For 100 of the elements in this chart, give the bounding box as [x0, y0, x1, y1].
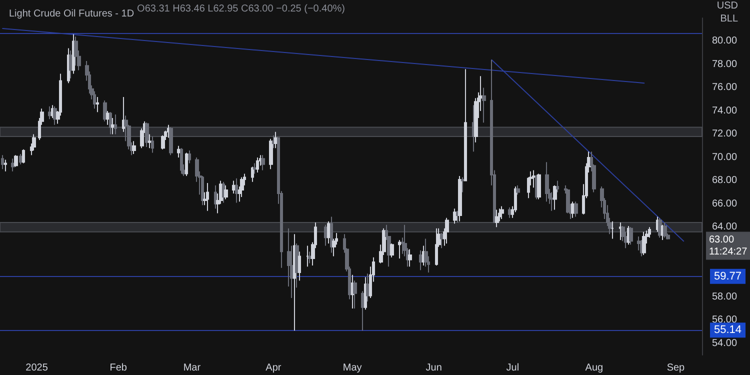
- candlestick: [53, 106, 57, 126]
- y-tick-label: 80.00: [712, 36, 738, 47]
- candlestick: [619, 222, 622, 240]
- candlestick: [169, 126, 173, 156]
- candlestick: [532, 170, 535, 188]
- candlestick: [232, 180, 236, 194]
- candlestick: [251, 166, 254, 182]
- candlestick: [351, 274, 354, 310]
- candlestick: [663, 222, 667, 238]
- candlestick: [261, 154, 265, 171]
- candlestick: [419, 250, 422, 271]
- candlestick: [240, 176, 244, 198]
- candlestick: [109, 112, 112, 135]
- y-tick-label: 70.00: [712, 152, 738, 163]
- candlestick: [574, 201, 578, 218]
- candlestick: [148, 134, 152, 149]
- x-tick-label: Mar: [183, 362, 202, 374]
- y-tick-label: 64.00: [712, 222, 738, 233]
- candlestick: [235, 178, 238, 204]
- candlestick: [103, 100, 107, 122]
- x-tick-label: Feb: [110, 362, 128, 374]
- candlestick: [188, 150, 191, 164]
- candlestick: [161, 134, 165, 150]
- candlestick: [327, 220, 330, 244]
- candlestick: [482, 87, 486, 124]
- candlestick: [132, 140, 136, 154]
- candlestick: [398, 239, 401, 260]
- candlestick: [269, 138, 273, 170]
- candlestick: [180, 148, 183, 174]
- chart-title: Light Crude Oil Futures - 1D: [9, 8, 134, 20]
- candlestick: [214, 184, 217, 210]
- candlestick: [390, 242, 394, 258]
- candlestick: [96, 96, 99, 113]
- candlestick: [456, 210, 459, 224]
- y-tick-label: 54.00: [712, 338, 738, 349]
- candlestick: [201, 176, 204, 206]
- candlestick: [516, 184, 520, 196]
- candlestick: [453, 208, 457, 224]
- ref-line-label: 59.77: [714, 270, 742, 282]
- candlestick: [22, 148, 25, 164]
- candlestick: [48, 106, 52, 120]
- candlestick: [222, 181, 225, 204]
- candlestick: [545, 162, 549, 202]
- x-tick-label: Apr: [266, 362, 282, 374]
- candlestick: [111, 117, 115, 135]
- candlestick: [611, 220, 614, 240]
- candlestick: [272, 134, 275, 149]
- candlestick: [361, 290, 365, 332]
- y-tick-label: 74.00: [712, 105, 738, 116]
- candlestick: [330, 216, 333, 254]
- candlestick: [1, 154, 4, 170]
- candlestick: [122, 96, 125, 132]
- x-tick-label: Jul: [506, 362, 520, 374]
- candlestick: [14, 154, 18, 168]
- candlestick: [177, 145, 181, 158]
- candlestick: [295, 242, 299, 288]
- candlestick: [151, 136, 154, 154]
- candlestick: [224, 184, 228, 200]
- y-tick-label: 58.00: [712, 291, 738, 302]
- candlestick: [435, 228, 438, 266]
- candlestick: [145, 122, 149, 148]
- candlestick: [4, 159, 7, 172]
- candlestick: [167, 124, 170, 138]
- y-tick-label: 72.00: [712, 128, 738, 140]
- text: BLL: [720, 14, 738, 24]
- y-tick-label: 76.00: [712, 82, 738, 94]
- candlestick: [464, 68, 467, 182]
- x-tick-label: May: [342, 362, 362, 374]
- candlestick: [642, 231, 646, 256]
- x-tick-label: 2025: [26, 362, 48, 374]
- candlestick: [256, 156, 259, 174]
- candlestick: [114, 114, 117, 135]
- y-tick-label: 68.00: [712, 175, 738, 186]
- candlestick: [495, 209, 499, 228]
- candlestick: [32, 134, 36, 151]
- candlestick: [472, 104, 475, 152]
- candlestick: [550, 192, 554, 212]
- candlestick: [308, 251, 312, 264]
- candlestick: [366, 273, 370, 302]
- candlestick: [408, 248, 412, 268]
- candlestick: [353, 280, 357, 310]
- candlestick: [306, 245, 309, 268]
- candlestick: [629, 226, 633, 246]
- candlestick: [440, 232, 443, 249]
- text: 63.00 11:24:27: [709, 234, 748, 258]
- candlestick: [553, 184, 557, 210]
- candlestick: [445, 217, 449, 244]
- candlestick: [74, 36, 78, 66]
- x-tick-label: Jun: [426, 362, 442, 374]
- candlestick: [206, 182, 209, 212]
- candlestick: [500, 206, 504, 220]
- candlestick: [508, 206, 512, 218]
- candlestick: [537, 173, 541, 200]
- candlestick: [298, 251, 301, 282]
- candlestick: [274, 131, 278, 149]
- candlestick: [185, 152, 188, 177]
- candlestick: [556, 180, 559, 193]
- y-tick-label: 78.00: [712, 58, 738, 70]
- text: O63.31 H63.46 L62.95 C63.00 −0.25 (−0.40%): [137, 4, 345, 14]
- x-tick-label: Aug: [585, 362, 604, 374]
